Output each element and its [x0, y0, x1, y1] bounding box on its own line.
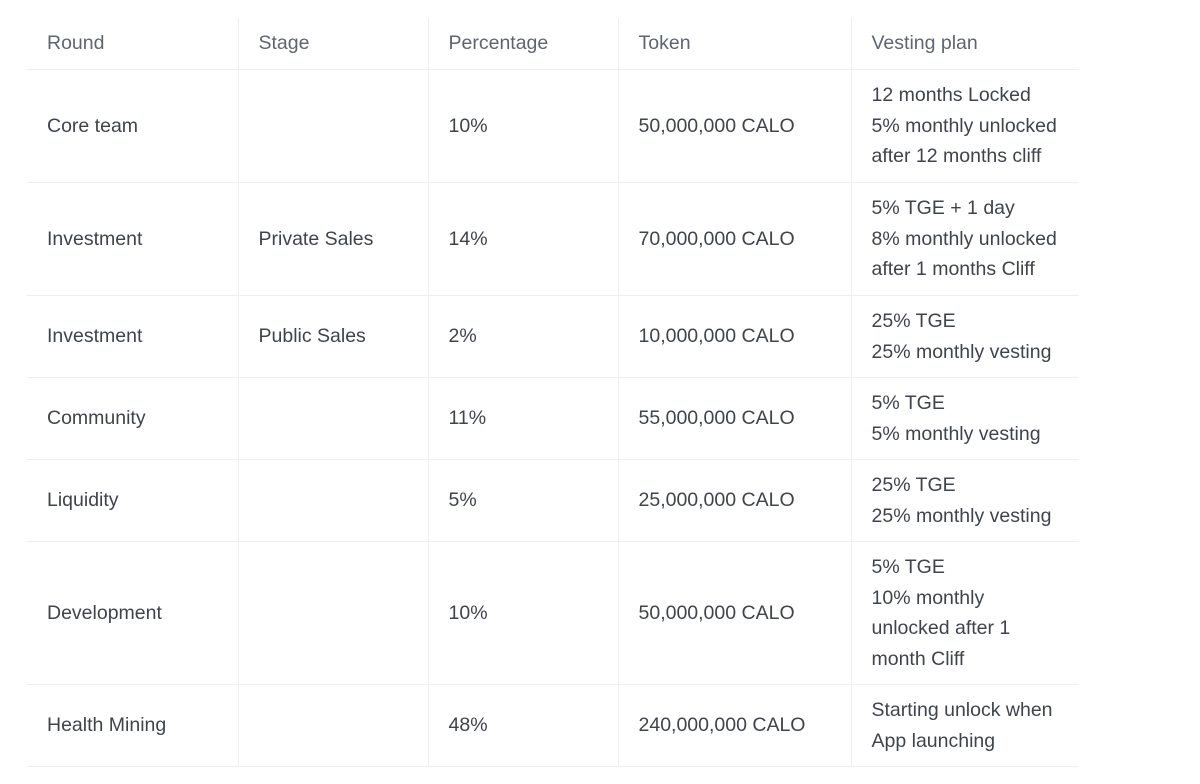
header-stage: Stage: [238, 18, 429, 70]
table-row: Core team 10% 50,000,000 CALO 12 months …: [27, 69, 1079, 183]
table-row: Health Mining 48% 240,000,000 CALO Start…: [27, 684, 1079, 767]
cell-token: 50,000,000 CALO: [618, 541, 852, 685]
cell-token: 25,000,000 CALO: [618, 459, 852, 542]
cell-percentage: 2%: [428, 295, 619, 378]
vesting-line: 5% TGE + 1 day: [871, 197, 1015, 220]
vesting-line: 5% TGE: [871, 392, 945, 414]
cell-stage: Private Sales: [238, 182, 429, 296]
cell-percentage: 11%: [428, 377, 619, 460]
vesting-line: 25% TGE: [871, 474, 956, 496]
vesting-line: 8% monthly unlocked: [871, 227, 1057, 250]
header-vesting-plan: Vesting plan: [851, 18, 1079, 70]
vesting-line: 25% monthly vesting: [871, 504, 1052, 527]
vesting-line: 10% monthly: [871, 586, 985, 609]
vesting-line: 12 months Locked: [871, 84, 1031, 107]
vesting-line: month Cliff: [871, 647, 965, 670]
cell-token: 10,000,000 CALO: [618, 295, 852, 378]
vesting-line: after 12 months cliff: [871, 145, 1042, 168]
token-allocation-table-container: Round Stage Percentage Token Vesting pla…: [27, 18, 1079, 767]
vesting-line: 25% TGE: [871, 310, 956, 332]
vesting-line: 5% TGE: [871, 556, 945, 578]
cell-token: 240,000,000 CALO: [618, 684, 852, 767]
header-token: Token: [618, 18, 852, 70]
cell-round: Investment: [27, 295, 239, 378]
header-percentage: Percentage: [428, 18, 619, 70]
vesting-line: Starting unlock when: [871, 699, 1053, 721]
cell-round: Core team: [27, 69, 239, 183]
cell-vesting-plan: 5% TGE 10% monthly unlocked after 1 mont…: [851, 541, 1079, 685]
cell-stage: Public Sales: [238, 295, 429, 378]
table-row: Liquidity 5% 25,000,000 CALO 25% TGE 25%…: [27, 459, 1079, 542]
header-round: Round: [27, 18, 239, 70]
table-row: Development 10% 50,000,000 CALO 5% TGE 1…: [27, 541, 1079, 685]
cell-round: Community: [27, 377, 239, 460]
cell-stage: [238, 684, 429, 767]
table-row: Investment Private Sales 14% 70,000,000 …: [27, 182, 1079, 296]
table-header-row: Round Stage Percentage Token Vesting pla…: [27, 18, 1079, 70]
cell-vesting-plan: Starting unlock when App launching: [851, 684, 1079, 767]
cell-stage: [238, 541, 429, 685]
vesting-line: after 1 months Cliff: [871, 258, 1035, 281]
vesting-line: 5% monthly unlocked: [871, 114, 1057, 137]
cell-round: Investment: [27, 182, 239, 296]
cell-stage: [238, 459, 429, 542]
cell-token: 55,000,000 CALO: [618, 377, 852, 460]
cell-vesting-plan: 5% TGE 5% monthly vesting: [851, 377, 1079, 460]
vesting-line: App launching: [871, 729, 996, 752]
cell-percentage: 5%: [428, 459, 619, 542]
cell-token: 50,000,000 CALO: [618, 69, 852, 183]
cell-stage: [238, 69, 429, 183]
table-row: Investment Public Sales 2% 10,000,000 CA…: [27, 295, 1079, 378]
cell-percentage: 10%: [428, 69, 619, 183]
vesting-line: unlocked after 1: [871, 617, 1011, 639]
token-allocation-table: Round Stage Percentage Token Vesting pla…: [27, 18, 1079, 767]
vesting-line: 5% monthly vesting: [871, 422, 1041, 445]
vesting-line: 25% monthly vesting: [871, 340, 1052, 363]
cell-percentage: 10%: [428, 541, 619, 685]
cell-vesting-plan: 12 months Locked 5% monthly unlocked aft…: [851, 69, 1079, 183]
cell-token: 70,000,000 CALO: [618, 182, 852, 296]
cell-percentage: 14%: [428, 182, 619, 296]
cell-percentage: 48%: [428, 684, 619, 767]
cell-stage: [238, 377, 429, 460]
cell-round: Liquidity: [27, 459, 239, 542]
cell-round: Development: [27, 541, 239, 685]
cell-vesting-plan: 25% TGE 25% monthly vesting: [851, 295, 1079, 378]
table-row: Community 11% 55,000,000 CALO 5% TGE 5% …: [27, 377, 1079, 460]
cell-vesting-plan: 25% TGE 25% monthly vesting: [851, 459, 1079, 542]
cell-vesting-plan: 5% TGE + 1 day 8% monthly unlocked after…: [851, 182, 1079, 296]
cell-round: Health Mining: [27, 684, 239, 767]
